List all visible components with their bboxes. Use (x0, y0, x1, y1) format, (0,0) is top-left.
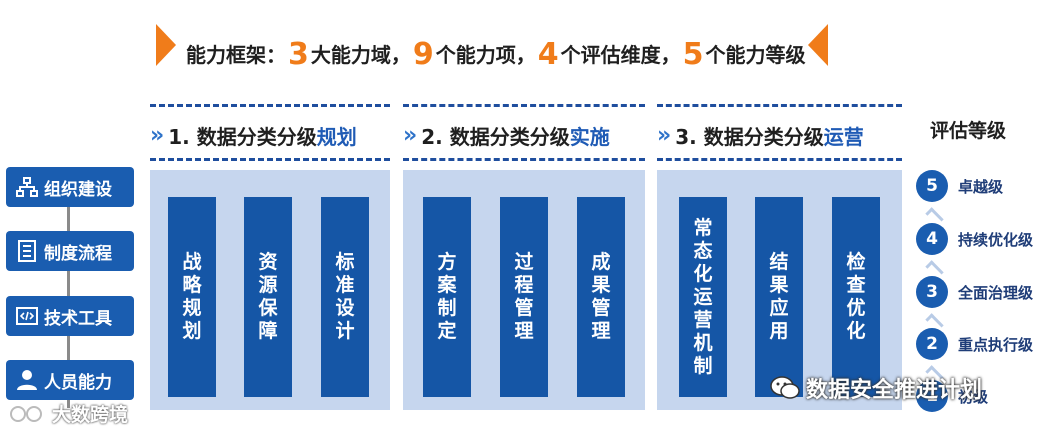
column-title-prefix: 2. 数据分类分级 (421, 124, 570, 149)
org-chart-icon (16, 176, 38, 198)
level-number-badge: 3 (916, 276, 948, 308)
level-label: 持续优化级 (958, 230, 1034, 249)
watermark-wechat: 数据安全推进计划 (770, 372, 982, 404)
evaluation-title: 评估等级 (930, 120, 1007, 142)
divider-bottom-3 (657, 158, 902, 161)
code-window-icon (16, 305, 38, 327)
divider-top-3 (657, 104, 902, 107)
level-label: 初级 (958, 387, 989, 406)
watermark-logo: 大数跨境 (8, 400, 128, 427)
column-title-prefix: 1. 数据分类分级 (168, 124, 317, 149)
watermark-text: 数据安全推进计划 (806, 378, 983, 403)
column-title-plan: » 1. 数据分类分级 规划 (150, 118, 357, 152)
wechat-icon (770, 376, 800, 399)
watermark-text: 大数跨境 (52, 404, 129, 426)
column-title-prefix: 3. 数据分类分级 (675, 124, 824, 149)
dimension-label: 制度流程 (44, 243, 112, 264)
capability-bar: 战略规划 (168, 197, 216, 397)
logo-icon (10, 405, 42, 422)
title-text-items: 个能力项， (435, 43, 536, 67)
column-title-highlight: 运营 (823, 124, 864, 149)
title-number-levels: 5 (682, 37, 704, 72)
title-prefix: 能力框架： (186, 43, 286, 67)
level-3: 3 全面治理级 (916, 275, 1033, 309)
level-2: 2 重点执行级 (916, 327, 1033, 361)
capability-bar: 方案制定 (423, 197, 471, 397)
title-text-domains: 大能力域， (310, 43, 411, 67)
level-4: 4 持续优化级 (916, 222, 1033, 256)
dimension-connector-line (67, 168, 70, 408)
level-label: 卓越级 (958, 177, 1004, 196)
level-5: 5 卓越级 (916, 169, 1003, 203)
dimension-personnel: 人员能力 (6, 360, 134, 400)
chevron-double-right-icon: » (403, 122, 417, 148)
column-title-highlight: 规划 (316, 124, 357, 149)
level-number-badge: 2 (916, 328, 948, 360)
divider-top-2 (403, 104, 645, 107)
level-label: 重点执行级 (958, 335, 1034, 354)
level-1: 1 初级 (916, 379, 988, 413)
capability-bar: 常态化运营机制 (679, 197, 727, 397)
dimension-label: 组织建设 (44, 179, 112, 200)
chevron-double-right-icon: » (657, 122, 671, 148)
level-number-badge: 1 (916, 380, 948, 412)
title-number-dimensions: 4 (537, 37, 559, 72)
chevron-double-right-icon: » (150, 122, 164, 148)
column-title-highlight: 实施 (569, 124, 610, 149)
title-number-items: 9 (412, 37, 434, 72)
person-icon (16, 369, 38, 391)
dimension-label: 人员能力 (44, 372, 112, 393)
header-right-arrow (808, 24, 828, 66)
capability-bar: 检查优化 (832, 197, 880, 397)
capability-bar: 成果管理 (577, 197, 625, 397)
dimension-tech-tools: 技术工具 (6, 296, 134, 336)
capability-bar: 资源保障 (244, 197, 292, 397)
level-label: 全面治理级 (958, 283, 1034, 302)
page-title: 能力框架： 3 大能力域， 9 个能力项， 4 个评估维度， 5 个能力等级 (186, 20, 806, 70)
level-number-badge: 5 (916, 170, 948, 202)
divider-top-1 (150, 104, 390, 107)
capability-bar: 标准设计 (321, 197, 369, 397)
header-left-arrow (156, 24, 176, 66)
dimension-label: 技术工具 (44, 308, 112, 329)
capability-bar: 结果应用 (755, 197, 803, 397)
document-list-icon (16, 240, 38, 262)
title-text-levels: 个能力等级 (705, 43, 806, 67)
capability-bar: 过程管理 (500, 197, 548, 397)
column-title-implement: » 2. 数据分类分级 实施 (403, 118, 610, 152)
title-number-domains: 3 (288, 37, 309, 72)
dimension-policy-process: 制度流程 (6, 231, 134, 271)
title-text-dimensions: 个评估维度， (560, 43, 681, 67)
level-number-badge: 4 (916, 223, 948, 255)
column-title-operate: » 3. 数据分类分级 运营 (657, 118, 864, 152)
dimension-org-building: 组织建设 (6, 167, 134, 207)
divider-bottom-1 (150, 158, 390, 161)
divider-bottom-2 (403, 158, 645, 161)
